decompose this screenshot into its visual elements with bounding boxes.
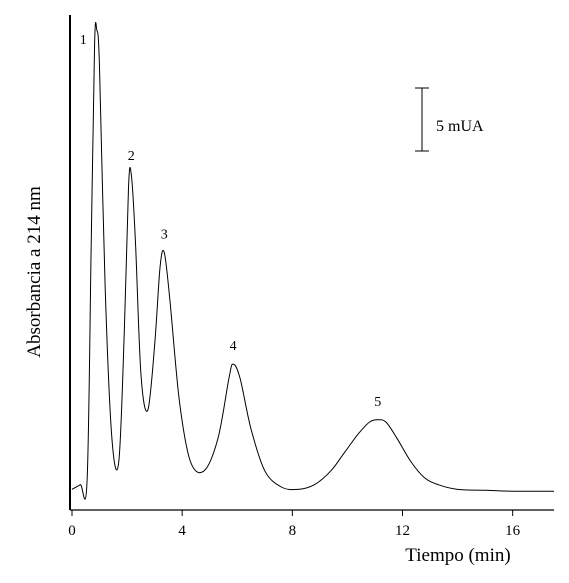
- axes: [69, 15, 554, 511]
- scale-bar-label: 5 mUA: [436, 118, 484, 135]
- peak-label: 5: [374, 395, 381, 410]
- peak-label: 3: [161, 228, 168, 243]
- peak-label: 2: [128, 149, 135, 164]
- x-tick-label: 8: [289, 523, 297, 539]
- x-tick-label: 0: [68, 523, 76, 539]
- x-tick-label: 4: [178, 523, 186, 539]
- x-ticks: 0 4 8 12 16: [68, 510, 521, 539]
- y-axis-label: Absorbancia a 214 nm: [24, 186, 45, 358]
- x-tick-label: 12: [395, 523, 410, 539]
- scale-bar: 5 mUA: [415, 87, 484, 152]
- peak-label: 1: [80, 33, 87, 48]
- x-axis-label: Tiempo (min): [405, 545, 510, 566]
- x-tick-label: 16: [505, 523, 521, 539]
- chromatogram-trace: [71, 21, 555, 500]
- peak-label: 4: [230, 339, 237, 354]
- peak-labels: 1 2 3 4 5: [80, 33, 382, 410]
